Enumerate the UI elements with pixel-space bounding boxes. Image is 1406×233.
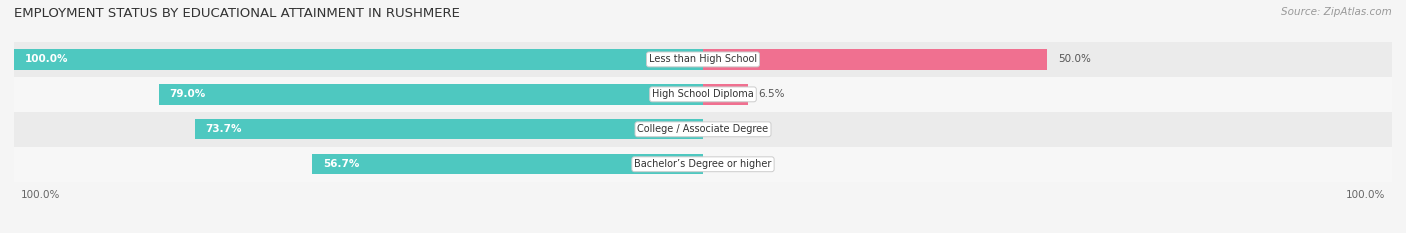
- Bar: [703, 84, 748, 105]
- Text: 50.0%: 50.0%: [1057, 55, 1091, 64]
- Bar: [14, 112, 1392, 147]
- Text: 100.0%: 100.0%: [1346, 191, 1385, 200]
- Bar: [159, 84, 703, 105]
- Text: Less than High School: Less than High School: [650, 55, 756, 64]
- Text: High School Diploma: High School Diploma: [652, 89, 754, 99]
- Bar: [14, 77, 1392, 112]
- Legend: In Labor Force, Unemployed: In Labor Force, Unemployed: [603, 231, 803, 233]
- Bar: [14, 49, 703, 69]
- Text: 79.0%: 79.0%: [169, 89, 205, 99]
- Text: College / Associate Degree: College / Associate Degree: [637, 124, 769, 134]
- Text: EMPLOYMENT STATUS BY EDUCATIONAL ATTAINMENT IN RUSHMERE: EMPLOYMENT STATUS BY EDUCATIONAL ATTAINM…: [14, 7, 460, 20]
- Text: 6.5%: 6.5%: [758, 89, 785, 99]
- Text: 100.0%: 100.0%: [21, 191, 60, 200]
- Text: Source: ZipAtlas.com: Source: ZipAtlas.com: [1281, 7, 1392, 17]
- Text: 0.0%: 0.0%: [713, 159, 740, 169]
- Text: Bachelor’s Degree or higher: Bachelor’s Degree or higher: [634, 159, 772, 169]
- Bar: [312, 154, 703, 174]
- Bar: [195, 119, 703, 139]
- Bar: [14, 147, 1392, 182]
- Text: 73.7%: 73.7%: [205, 124, 242, 134]
- Bar: [703, 49, 1047, 69]
- Bar: [14, 42, 1392, 77]
- Text: 56.7%: 56.7%: [323, 159, 359, 169]
- Text: 100.0%: 100.0%: [24, 55, 67, 64]
- Text: 0.0%: 0.0%: [713, 124, 740, 134]
